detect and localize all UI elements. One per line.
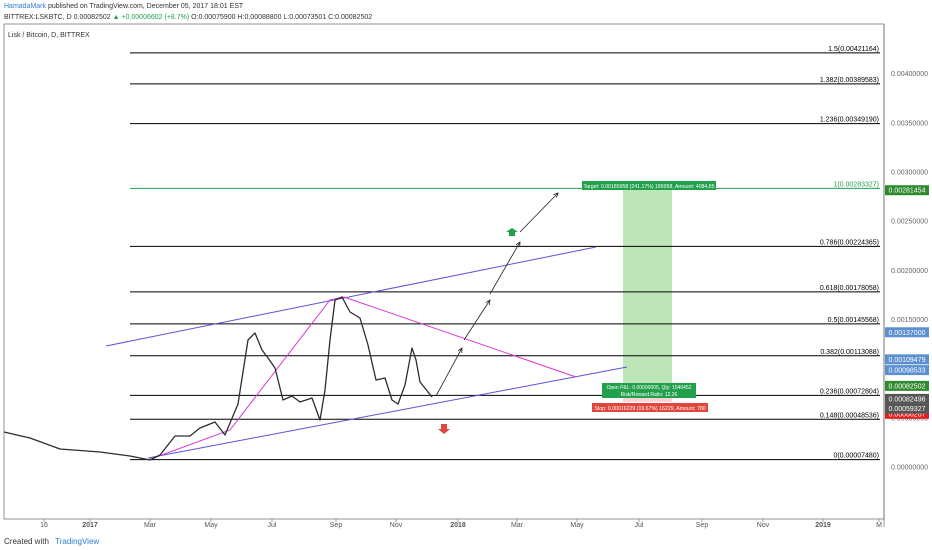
x-tick-label: Sep xyxy=(696,522,709,529)
price-tag-label: 0.00066267 xyxy=(889,411,926,418)
x-tick-label: Mar xyxy=(511,522,524,529)
projection-arrowhead xyxy=(457,347,463,354)
price-tag-label: 0.00098533 xyxy=(889,368,926,375)
x-tick-label: M xyxy=(876,522,882,529)
ohlc-values: O:0.00075900 H:0.00088800 L:0.00073501 C… xyxy=(191,14,373,21)
footer: Created with TradingView xyxy=(4,537,99,546)
price-tag-bg xyxy=(885,185,929,196)
publish-info: HamadaMark published on TradingView.com,… xyxy=(4,3,243,10)
x-tick-label: Jul xyxy=(268,522,277,529)
y-tick-label: 0.00350000 xyxy=(891,120,928,127)
target-label: Target: 0.00189958 (241.17%) 189958, Amo… xyxy=(584,184,715,190)
y-tick-label: 0.00300000 xyxy=(891,169,928,176)
fib-level-label: 1.382(0.00389583) xyxy=(820,77,879,84)
projection-arrow xyxy=(519,192,559,233)
fib-level-label: 0.148(0.00048536) xyxy=(820,412,879,419)
projection-arrow xyxy=(463,299,491,341)
fib-level-label: 0.382(0.00113088) xyxy=(820,349,879,356)
price-tag-label: 0.00109479 xyxy=(889,357,926,364)
fib-level-label: 0.5(0.00145568) xyxy=(828,317,879,324)
y-tick-label: 0.00000000 xyxy=(891,465,928,472)
projection-arrowhead xyxy=(515,241,521,248)
up-arrow-icon xyxy=(506,228,518,236)
fib-level-label: 1(0.00283327) xyxy=(833,181,879,188)
fib-level-label: 0.786(0.00224365) xyxy=(820,239,879,246)
plot-area xyxy=(3,23,885,520)
x-tick-label: Mar xyxy=(144,522,157,529)
change-value: +0.00006602 (+8.7%) xyxy=(121,14,190,21)
price-tag-label: 0.00082496 xyxy=(889,396,926,403)
price-tag-label: 0.00059327 xyxy=(889,406,926,413)
fib-level-label: 1.236(0.00349190) xyxy=(820,117,879,124)
risk-reward-label: Risk/Reward Ratio: 12.26 xyxy=(621,392,678,398)
price-tag-label: 0.00137000 xyxy=(889,330,926,337)
last-price: 0.00082502 xyxy=(73,14,111,21)
price-tag-bg xyxy=(885,327,929,338)
y-tick-label: 0.00250000 xyxy=(891,219,928,226)
x-tick-label: Nov xyxy=(757,522,770,529)
y-tick-label: 0.00200000 xyxy=(891,268,928,275)
x-tick-label: Jul xyxy=(635,522,644,529)
channel-upper xyxy=(105,246,597,347)
x-tick-label: May xyxy=(570,522,584,529)
projection-arrowhead xyxy=(485,299,491,306)
publish-text: published on TradingView.com, December 0… xyxy=(47,3,244,10)
symbol-info: BITTREX:LSKBTC, D 0.00082502 ▲ +0.000066… xyxy=(4,14,372,21)
x-tick-label: Sep xyxy=(330,522,343,529)
price-tag-bg xyxy=(885,380,929,391)
chart-title: Lisk / Bitcoin, D, BITTREX xyxy=(8,32,90,39)
price-tag-bg xyxy=(885,408,929,419)
price-tag-bg xyxy=(885,393,929,404)
open-pnl-label: Open P&L: 0.00000005, Qty: 1540452 xyxy=(606,385,691,391)
open-label-bg xyxy=(602,383,696,398)
fib-level-label: 0.618(0.00178058) xyxy=(820,285,879,292)
price-tag-bg xyxy=(885,403,929,414)
price-series-line xyxy=(3,296,433,461)
fib-level-label: 1.5(0.00421164) xyxy=(828,46,879,53)
x-tick-label: 2019 xyxy=(815,522,831,529)
projection-arrow xyxy=(435,347,463,397)
projection-arrow xyxy=(489,241,521,295)
y-tick-label: 0.00400000 xyxy=(891,71,928,78)
wedge-upper xyxy=(343,296,577,378)
fib-level-label: 0.236(0.00072804) xyxy=(820,388,879,395)
y-tick-label: 0.00150000 xyxy=(891,317,928,324)
x-tick-label: 2018 xyxy=(450,522,466,529)
tradingview-brand[interactable]: TradingView xyxy=(55,537,100,546)
symbol-label: BITTREX:LSKBTC, D xyxy=(4,14,72,21)
stop-label-bg xyxy=(592,403,708,412)
x-tick-label: 2017 xyxy=(82,522,98,529)
price-tag-label: 0.00281454 xyxy=(889,188,926,195)
price-tag-bg xyxy=(885,354,929,365)
x-tick-label: Nov xyxy=(390,522,403,529)
price-tag-label: 0.00082502 xyxy=(889,383,926,390)
author-link[interactable]: HamadaMark xyxy=(4,3,47,10)
channel-lower xyxy=(147,366,628,459)
projection-arrowhead xyxy=(553,192,559,198)
change-arrow-icon: ▲ xyxy=(112,14,120,21)
price-tag-bg xyxy=(885,365,929,376)
target-zone xyxy=(623,188,672,386)
target-label-bg xyxy=(582,181,716,190)
stop-label: Stop: 0.00016229 (19.67%) 16229, Amount:… xyxy=(594,406,705,412)
down-arrow-icon xyxy=(438,424,450,434)
fib-level-label: 0(0.00007480) xyxy=(833,453,879,460)
x-tick-label: May xyxy=(204,522,218,529)
created-with-label: Created with xyxy=(4,537,49,546)
x-tick-label: 16 xyxy=(40,522,48,529)
